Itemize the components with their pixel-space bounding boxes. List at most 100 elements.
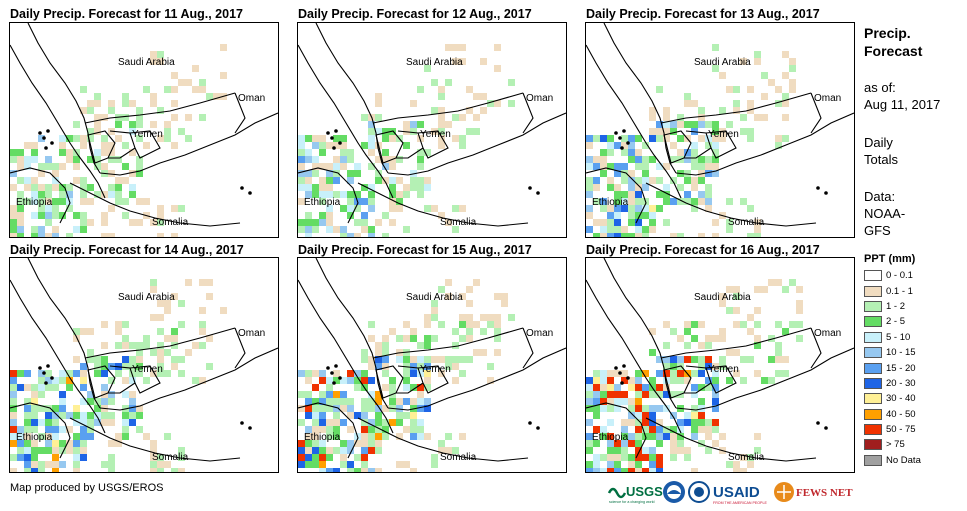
precip-cell <box>122 391 129 398</box>
precip-cell <box>375 356 382 363</box>
precip-cell <box>663 198 670 205</box>
precip-cell <box>607 447 614 454</box>
legend-swatch <box>864 270 882 282</box>
precip-cell <box>122 198 129 205</box>
precip-cell <box>101 191 108 198</box>
precip-cell <box>684 356 691 363</box>
border-line <box>27 258 101 409</box>
precip-cell <box>150 440 157 447</box>
legend-swatch <box>864 347 882 359</box>
precip-cell <box>670 440 677 447</box>
precip-cell <box>157 370 164 377</box>
precip-cell <box>684 328 691 335</box>
precip-cell <box>157 219 164 226</box>
precip-cell <box>466 86 473 93</box>
precip-cell <box>445 363 452 370</box>
legend-label: 0.1 - 1 <box>886 285 913 297</box>
precip-cell <box>494 328 501 335</box>
precip-cell <box>684 447 691 454</box>
precip-cell <box>663 363 670 370</box>
precip-cell <box>389 191 396 198</box>
precip-cell <box>298 184 305 191</box>
precip-cell <box>642 163 649 170</box>
precip-cell <box>171 86 178 93</box>
precip-cell <box>663 191 670 198</box>
precip-cell <box>31 426 38 433</box>
precip-cell <box>621 233 628 237</box>
precip-cell <box>593 198 600 205</box>
precip-cell <box>333 426 340 433</box>
fewsnet-wordmark: FEWS NET <box>796 487 853 499</box>
island-mark <box>536 191 540 195</box>
precip-cell <box>417 398 424 405</box>
precip-cell <box>712 335 719 342</box>
precip-cell <box>52 468 59 472</box>
precip-cell <box>87 426 94 433</box>
precip-cell <box>438 356 445 363</box>
precip-cell <box>614 233 621 237</box>
precip-cell <box>171 342 178 349</box>
precip-cell <box>438 212 445 219</box>
precip-cell <box>122 377 129 384</box>
precip-cell <box>487 377 494 384</box>
precip-cell <box>635 468 642 472</box>
precip-cell <box>305 135 312 142</box>
precip-cell <box>593 384 600 391</box>
precip-cell <box>10 419 17 426</box>
precip-cell <box>73 177 80 184</box>
precip-cell <box>628 156 635 163</box>
precip-cell <box>712 142 719 149</box>
precip-cell <box>164 349 171 356</box>
precip-cell <box>649 212 656 219</box>
precip-cell <box>136 114 143 121</box>
precip-cell <box>319 440 326 447</box>
precip-cell <box>691 384 698 391</box>
border-line <box>372 92 524 124</box>
precip-cell <box>108 391 115 398</box>
precip-cell <box>199 86 206 93</box>
precip-cell <box>73 335 80 342</box>
island-mark <box>326 131 330 135</box>
precip-cell <box>368 426 375 433</box>
precip-cell <box>375 219 382 226</box>
precip-cell <box>761 93 768 100</box>
precip-cell <box>66 447 73 454</box>
legend-label: No Data <box>886 454 921 466</box>
precip-cell <box>473 349 480 356</box>
precip-cell <box>45 184 52 191</box>
precip-cell <box>122 321 129 328</box>
precip-cell <box>600 156 607 163</box>
precip-cell <box>621 370 628 377</box>
precip-cell <box>656 384 663 391</box>
precip-cell <box>66 440 73 447</box>
precip-cell <box>171 328 178 335</box>
precip-cell <box>621 142 628 149</box>
precip-cell <box>607 377 614 384</box>
precip-cell <box>698 419 705 426</box>
precip-cell <box>628 135 635 142</box>
precip-cell <box>445 356 452 363</box>
sidebar-title-line1: Precip. <box>864 25 911 41</box>
precip-cell <box>326 205 333 212</box>
precip-cell <box>410 426 417 433</box>
legend-label: 1 - 2 <box>886 300 906 312</box>
place-label-somalia: Somalia <box>152 452 189 463</box>
border-line <box>603 23 677 174</box>
precip-cell <box>136 426 143 433</box>
precip-cell <box>368 335 375 342</box>
precip-cell <box>298 391 305 398</box>
precip-cell <box>24 163 31 170</box>
precip-cell <box>438 114 445 121</box>
precip-cell <box>382 419 389 426</box>
precip-cell <box>614 198 621 205</box>
precip-cell <box>80 412 87 419</box>
precip-cell <box>143 86 150 93</box>
precip-cell <box>87 107 94 114</box>
legend-item: 30 - 40 <box>864 391 964 406</box>
precip-cell <box>614 468 621 472</box>
precip-cell <box>24 177 31 184</box>
precip-cell <box>10 219 17 226</box>
precip-cell <box>445 44 452 51</box>
precip-cell <box>52 426 59 433</box>
